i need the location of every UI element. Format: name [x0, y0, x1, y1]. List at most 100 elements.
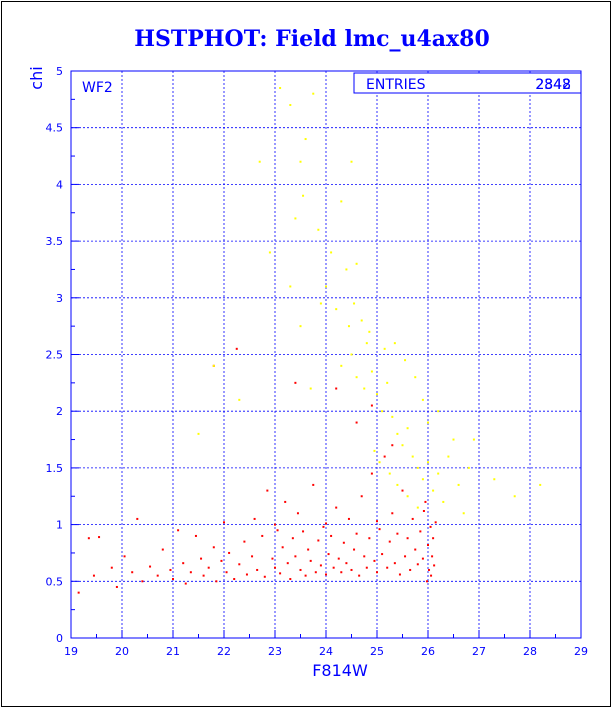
scatter-point-yellow [353, 302, 356, 305]
scatter-point-red [353, 548, 356, 551]
scatter-point-yellow [396, 432, 399, 435]
scatter-point-red [215, 580, 218, 583]
scatter-point-red [307, 548, 310, 551]
y-tick-label: 0.5 [46, 575, 64, 588]
scatter-point-yellow [319, 302, 322, 305]
scatter-point-red [177, 529, 180, 532]
scatter-point-yellow [396, 483, 399, 486]
scatter-point-yellow [421, 398, 424, 401]
scatter-point-red [274, 523, 276, 526]
scatter-point-yellow [355, 376, 358, 379]
scatter-point-yellow [391, 415, 394, 418]
scatter-point-red [314, 571, 317, 574]
scatter-point-red [373, 559, 376, 562]
scatter-point-red [299, 568, 302, 571]
grid-lines [70, 70, 582, 639]
x-axis-ticks: 19 20 21 22 23 24 25 26 27 28 29 [64, 630, 588, 658]
scatter-point-red [223, 521, 225, 524]
y-tick-label: 2 [56, 405, 63, 418]
stats-entries-value-b: 2842 [535, 77, 571, 93]
scatter-point-red [342, 541, 345, 544]
scatter-point-red [233, 578, 236, 581]
scatter-point-yellow [289, 285, 292, 288]
scatter-point-red [296, 512, 299, 515]
scatter-point-yellow [365, 342, 368, 345]
scatter-point-red [266, 489, 269, 492]
scatter-point-yellow [386, 381, 389, 384]
scatter-point-red [396, 532, 399, 535]
scatter-point-yellow [437, 410, 440, 413]
scatter-point-yellow [302, 194, 305, 197]
scatter-point-yellow [309, 387, 312, 390]
scatter-point-red [207, 566, 210, 569]
scatter-point-red [332, 566, 335, 569]
scatter-point-red [398, 573, 401, 576]
scatter-point-red [235, 347, 238, 350]
scatter-point-red [388, 540, 391, 543]
scatter-point-red [355, 532, 358, 535]
scatter-point-yellow [212, 364, 215, 367]
scatter-point-yellow [289, 104, 292, 107]
scatter-point-yellow [350, 160, 353, 163]
stats-entries-label: ENTRIES [366, 77, 426, 93]
scatter-point-red [350, 568, 353, 571]
scatter-point-red [427, 544, 429, 547]
scatter-point-red [421, 557, 424, 560]
scatter-point-yellow [513, 495, 516, 498]
scatter-point-yellow [345, 268, 348, 271]
scatter-point-red [404, 555, 407, 558]
scatter-point-yellow [312, 92, 315, 95]
scatter-point-red [131, 571, 134, 574]
scatter-point-red [355, 421, 358, 424]
scatter-point-red [317, 539, 320, 542]
x-tick-label: 22 [217, 645, 231, 658]
scatter-point-red [363, 555, 366, 558]
scatter-point-yellow [350, 353, 353, 356]
scatter-point-red [433, 564, 436, 567]
scatter-point-yellow [238, 398, 241, 401]
scatter-point-red [294, 555, 297, 558]
x-tick-label: 27 [472, 645, 486, 658]
scatter-point-red [340, 571, 343, 574]
scatter-point-yellow [442, 500, 445, 503]
x-tick-label: 24 [319, 645, 333, 658]
scatter-point-red [325, 522, 327, 525]
scatter-point-red [263, 575, 266, 578]
scatter-point-red [245, 573, 248, 576]
scatter-point-red [284, 500, 287, 503]
scatter-point-red [169, 568, 172, 571]
scatter-point-red [289, 578, 292, 581]
scatter-point-red [431, 555, 434, 558]
scatter-point-red [430, 574, 433, 577]
scatter-point-red [409, 568, 412, 571]
scatter-point-red [279, 572, 282, 575]
x-tick-label: 28 [523, 645, 537, 658]
scatter-point-red [378, 528, 381, 531]
scatter-point-red [401, 489, 404, 492]
scatter-point-red [434, 521, 437, 524]
y-tick-label: 5 [56, 65, 63, 78]
y-tick-label: 1.5 [46, 462, 64, 475]
scatter-point-yellow [294, 217, 297, 220]
scatter-point-red [189, 571, 192, 574]
y-tick-label: 0 [56, 632, 63, 645]
scatter-point-red [281, 546, 284, 549]
scatter-point-red [422, 509, 425, 512]
scatter-point-red [256, 568, 259, 571]
scatter-point-red [428, 568, 431, 571]
scatter-point-red [110, 566, 113, 569]
scatter-point-red [238, 563, 241, 566]
x-tick-label: 20 [115, 645, 129, 658]
scatter-point-red [312, 483, 315, 486]
scatter-point-red [220, 559, 223, 562]
scatter-point-red [393, 562, 396, 565]
scatter-point-red [184, 582, 187, 585]
scatter-point-yellow [347, 325, 350, 328]
scatter-point-yellow [472, 438, 475, 441]
scatter-point-red [212, 546, 215, 549]
scatter-point-yellow [340, 200, 343, 203]
scatter-point-red [381, 553, 384, 556]
x-tick-label: 29 [574, 645, 588, 658]
scatter-point-red [345, 562, 348, 565]
scatter-point-red [161, 548, 164, 551]
